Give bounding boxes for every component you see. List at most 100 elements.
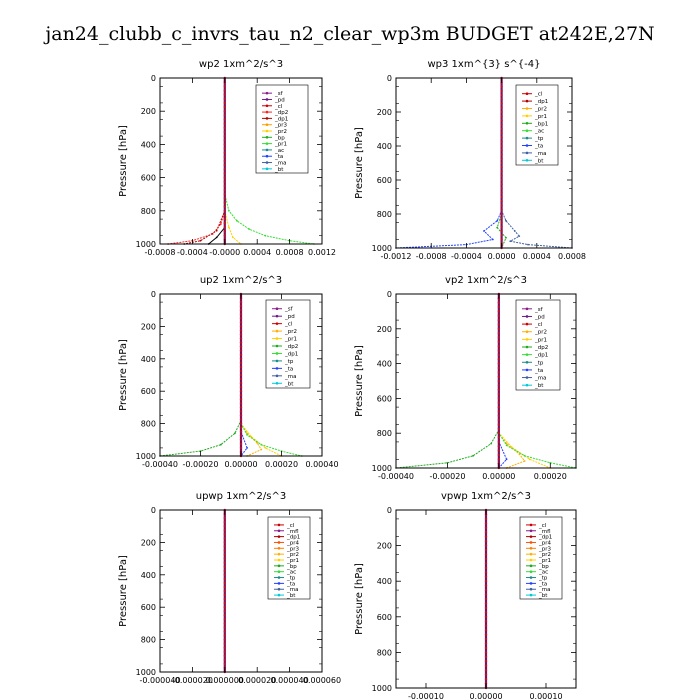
- y-tick-label: 600: [377, 176, 392, 185]
- zero-profile-marker: [239, 313, 243, 316]
- legend-marker: [529, 529, 533, 533]
- legend-marker: [529, 564, 533, 568]
- zero-profile-marker: [239, 402, 243, 405]
- zero-profile-marker: [500, 161, 503, 165]
- zero-profile-marker: [500, 183, 503, 186]
- series-point: [518, 235, 521, 238]
- legend-marker: [529, 558, 533, 562]
- legend-label: _pr4: [286, 540, 300, 546]
- plot-frame: [159, 509, 323, 673]
- x-tick-label: -0.00040: [142, 460, 178, 469]
- legend-label: _tp: [538, 576, 548, 582]
- zero-profile-marker: [223, 545, 226, 548]
- zero-profile-marker: [239, 398, 243, 401]
- y-tick-label: 800: [377, 648, 392, 657]
- y-tick-label: 200: [377, 325, 392, 334]
- legend-marker: [265, 129, 269, 133]
- zero-profile-marker: [484, 602, 488, 605]
- legend-label: _tp: [534, 360, 544, 366]
- x-tick-label: -0.00040: [378, 472, 414, 481]
- x-tick-label: -0.0008: [416, 252, 447, 261]
- y-axis-label: Pressure [hPa]: [118, 555, 129, 627]
- zero-profile-marker: [239, 373, 243, 377]
- legend-label: _dp1: [534, 353, 548, 359]
- zero-profile-marker: [223, 101, 226, 105]
- x-tick-label: 0.000040: [271, 676, 309, 685]
- zero-profile-marker: [223, 110, 226, 113]
- legend-marker: [529, 535, 533, 538]
- series-point: [528, 458, 531, 461]
- legend-marker: [275, 381, 279, 385]
- legend-marker: [277, 529, 281, 533]
- zero-profile-marker: [500, 85, 503, 88]
- zero-profile-marker: [239, 349, 243, 352]
- zero-profile-marker: [239, 381, 243, 385]
- series-line-dp2: [159, 294, 242, 457]
- legend-label: _pr1: [534, 114, 547, 120]
- zero-profile-marker: [223, 163, 226, 167]
- zero-profile-marker: [239, 361, 243, 365]
- zero-profile-marker: [484, 642, 488, 645]
- zero-profile-marker: [497, 436, 501, 439]
- zero-profile-marker: [500, 166, 503, 169]
- legend-marker: [275, 374, 279, 378]
- series-point: [505, 444, 508, 447]
- zero-profile-marker: [484, 562, 488, 565]
- zero-profile-marker: [223, 541, 226, 544]
- x-tick-label: 0.00040: [305, 460, 338, 469]
- y-tick-label: 200: [377, 542, 392, 551]
- legend-marker: [265, 104, 269, 108]
- series-point: [509, 240, 512, 243]
- zero-profile-marker: [497, 362, 501, 365]
- legend-marker: [277, 523, 281, 527]
- zero-profile-marker: [223, 217, 226, 221]
- zero-profile-marker: [500, 110, 503, 114]
- legend-marker: [277, 593, 281, 597]
- legend-label: _ta: [274, 154, 283, 160]
- panel-title: wp3 1xm^{3} s^{-4}: [427, 59, 540, 70]
- zero-profile-marker: [500, 234, 503, 237]
- legend-label: _dp1: [286, 535, 300, 541]
- figure-title: jan24_clubb_c_invrs_tau_n2_clear_wp3m BU…: [43, 23, 654, 45]
- zero-profile-marker: [223, 172, 226, 175]
- zero-profile-marker: [223, 565, 226, 568]
- zero-profile-marker: [500, 191, 503, 194]
- legend-label: _cl: [534, 92, 543, 98]
- panel-4: upwp 1xm^2/s^3 Pressure [hPa] 0 200 400 600 80…: [118, 491, 341, 685]
- zero-profile-marker: [497, 327, 501, 330]
- series-point: [199, 239, 202, 242]
- legend-label: _pr2: [286, 552, 299, 558]
- zero-profile-marker: [497, 379, 501, 383]
- legend-marker: [277, 587, 281, 591]
- x-tick-label: -0.0008: [145, 248, 176, 257]
- zero-profile-marker: [500, 174, 503, 177]
- legend-marker: [529, 587, 533, 591]
- zero-profile-marker: [497, 353, 501, 357]
- zero-profile-marker: [223, 529, 226, 532]
- legend-marker: [525, 107, 529, 110]
- zero-profile-marker: [497, 392, 501, 396]
- zero-profile-marker: [484, 655, 488, 659]
- zero-profile-marker: [223, 134, 226, 138]
- zero-profile-marker: [484, 557, 488, 561]
- panel-title: vp2 1xm^2/s^3: [445, 275, 527, 286]
- zero-profile-marker: [223, 654, 226, 657]
- zero-profile-marker: [497, 418, 501, 422]
- zero-profile-marker: [223, 593, 226, 597]
- legend-label: _bt: [534, 383, 544, 389]
- zero-profile-marker: [500, 204, 503, 207]
- series-point: [483, 230, 485, 232]
- y-axis-label: Pressure [hPa]: [354, 127, 365, 199]
- legend-label: _cl: [286, 523, 295, 529]
- zero-profile-marker: [484, 660, 488, 663]
- zero-profile-marker: [484, 517, 488, 521]
- series-point: [527, 243, 529, 246]
- x-tick-label: -0.00010: [408, 692, 444, 700]
- zero-profile-marker: [223, 159, 226, 163]
- zero-profile-marker: [484, 673, 488, 676]
- y-tick-label: 200: [141, 538, 156, 547]
- legend-marker: [275, 359, 279, 363]
- zero-profile-marker: [497, 340, 501, 344]
- legend-marker: [525, 114, 529, 118]
- zero-profile-marker: [497, 371, 501, 374]
